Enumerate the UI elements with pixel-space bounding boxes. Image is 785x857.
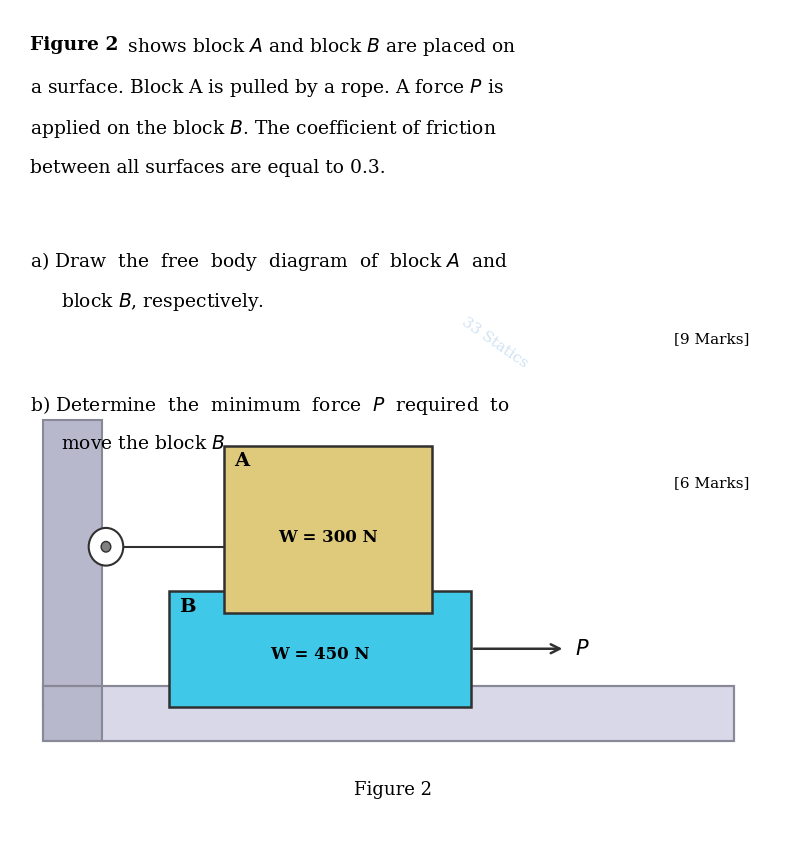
Text: a surface. Block A is pulled by a rope. A force $\mathit{P}$ is: a surface. Block A is pulled by a rope. … (30, 77, 503, 99)
Text: A: A (234, 452, 249, 470)
Text: [6 Marks]: [6 Marks] (674, 476, 750, 490)
Text: B: B (179, 598, 195, 616)
Circle shape (89, 528, 123, 566)
Text: move the block $\mathit{B}$.: move the block $\mathit{B}$. (61, 435, 231, 453)
Text: W = 450 N: W = 450 N (270, 646, 370, 663)
Text: 33 Statics: 33 Statics (459, 315, 530, 370)
Text: between all surfaces are equal to 0.3.: between all surfaces are equal to 0.3. (30, 159, 385, 177)
Bar (224, 446, 432, 613)
Text: [9 Marks]: [9 Marks] (674, 333, 750, 346)
Bar (43, 420, 102, 707)
Text: Figure 2: Figure 2 (30, 36, 119, 54)
Text: b) Determine  the  minimum  force  $\mathit{P}$  required  to: b) Determine the minimum force $\mathit{… (30, 394, 509, 417)
Text: Figure 2: Figure 2 (353, 781, 432, 800)
Text: W = 300 N: W = 300 N (278, 529, 378, 546)
Bar (43, 686, 734, 741)
Text: applied on the block $\mathit{B}$. The coefficient of friction: applied on the block $\mathit{B}$. The c… (30, 118, 496, 141)
Text: $\mathit{P}$: $\mathit{P}$ (575, 638, 590, 659)
Bar (43, 686, 102, 741)
Circle shape (101, 542, 111, 552)
Text: shows block $\mathit{A}$ and block $\mathit{B}$ are placed on: shows block $\mathit{A}$ and block $\mat… (122, 36, 517, 58)
Text: CONFIDENTIAL DMM153: CONFIDENTIAL DMM153 (229, 443, 367, 602)
Bar (169, 591, 471, 707)
Bar (102, 686, 734, 741)
Text: a) Draw  the  free  body  diagram  of  block $\mathit{A}$  and: a) Draw the free body diagram of block $… (30, 250, 508, 273)
Text: block $\mathit{B}$, respectively.: block $\mathit{B}$, respectively. (61, 291, 265, 313)
